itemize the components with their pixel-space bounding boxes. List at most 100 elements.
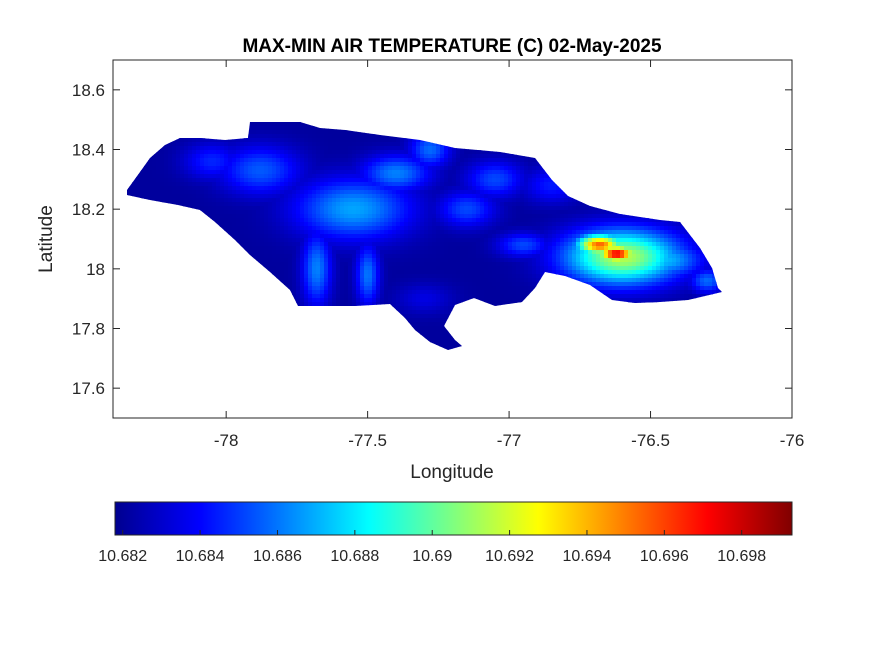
heatmap-cell <box>296 126 301 131</box>
heatmap-cell <box>332 178 337 183</box>
heatmap-cell <box>580 214 585 219</box>
heatmap-cell <box>228 222 233 227</box>
heatmap-cell <box>536 166 541 171</box>
heatmap-cell <box>380 246 385 251</box>
heatmap-cell <box>632 218 637 223</box>
heatmap-cell <box>368 166 373 171</box>
heatmap-cell <box>424 162 429 167</box>
heatmap-cell <box>416 222 421 227</box>
heatmap-cell <box>280 246 285 251</box>
heatmap-cell <box>436 190 441 195</box>
heatmap-cell <box>168 190 173 195</box>
heatmap-cell <box>552 202 557 207</box>
heatmap-cell <box>456 234 461 239</box>
heatmap-cell <box>360 230 365 235</box>
heatmap-cell <box>296 198 301 203</box>
heatmap-cell <box>488 198 493 203</box>
heatmap-cell <box>536 186 541 191</box>
heatmap-cell <box>460 234 465 239</box>
heatmap-cell <box>404 222 409 227</box>
heatmap-cell <box>656 226 661 231</box>
heatmap-cell <box>648 230 653 235</box>
heatmap-cell <box>444 170 449 175</box>
heatmap-cell <box>504 202 509 207</box>
heatmap-cell <box>444 146 449 151</box>
heatmap-cell <box>260 134 265 139</box>
heatmap-cell <box>372 154 377 159</box>
heatmap-cell <box>264 246 269 251</box>
heatmap-cell <box>236 238 241 243</box>
heatmap-cell <box>360 178 365 183</box>
heatmap-cell <box>412 170 417 175</box>
heatmap-cell <box>332 162 337 167</box>
heatmap-cell <box>508 218 513 223</box>
heatmap-cell <box>220 226 225 231</box>
heatmap-cell <box>324 154 329 159</box>
heatmap-cell <box>484 150 489 155</box>
heatmap-cell <box>276 174 281 179</box>
heatmap-cell <box>652 222 657 227</box>
heatmap-cell <box>420 158 425 163</box>
heatmap-cell <box>364 242 369 247</box>
heatmap-cell <box>264 146 269 151</box>
heatmap-cell <box>176 198 181 203</box>
heatmap-cell <box>308 126 313 131</box>
heatmap-cell <box>456 194 461 199</box>
heatmap-cell <box>348 242 353 247</box>
heatmap-cell <box>268 154 273 159</box>
heatmap-cell <box>508 230 513 235</box>
heatmap-cell <box>408 190 413 195</box>
heatmap-cell <box>264 226 269 231</box>
heatmap-cell <box>436 142 441 147</box>
heatmap-cell <box>348 134 353 139</box>
heatmap-cell <box>688 242 693 247</box>
heatmap-cell <box>324 198 329 203</box>
heatmap-cell <box>420 162 425 167</box>
heatmap-cell <box>536 190 541 195</box>
heatmap-cell <box>348 226 353 231</box>
heatmap-cell <box>308 138 313 143</box>
heatmap-cell <box>328 234 333 239</box>
heatmap-cell <box>540 206 545 211</box>
heatmap-cell <box>496 194 501 199</box>
heatmap-cell <box>372 234 377 239</box>
heatmap-cell <box>512 218 517 223</box>
heatmap-cell <box>624 222 629 227</box>
heatmap-cell <box>220 194 225 199</box>
heatmap-cell <box>472 230 477 235</box>
heatmap-cell <box>340 214 345 219</box>
heatmap-cell <box>520 154 525 159</box>
heatmap-cell <box>564 218 569 223</box>
heatmap-cell <box>560 194 565 199</box>
heatmap-cell <box>592 242 597 247</box>
heatmap-cell <box>312 214 317 219</box>
heatmap-cell <box>556 222 561 227</box>
heatmap-cell <box>432 142 437 147</box>
heatmap-cell <box>572 210 577 215</box>
heatmap-cell <box>520 198 525 203</box>
heatmap-cell <box>200 154 205 159</box>
heatmap-cell <box>508 166 513 171</box>
heatmap-cell <box>524 182 529 187</box>
heatmap-cell <box>416 226 421 231</box>
heatmap-cell <box>284 202 289 207</box>
heatmap-cell <box>404 150 409 155</box>
heatmap-cell <box>188 174 193 179</box>
heatmap-cell <box>188 182 193 187</box>
heatmap-cell <box>240 198 245 203</box>
heatmap-cell <box>288 198 293 203</box>
heatmap-cell <box>308 230 313 235</box>
heatmap-cell <box>344 182 349 187</box>
heatmap-cell <box>572 234 577 239</box>
heatmap-cell <box>444 162 449 167</box>
heatmap-cell <box>592 246 597 251</box>
heatmap-cell <box>212 158 217 163</box>
heatmap-cell <box>408 174 413 179</box>
heatmap-cell <box>324 230 329 235</box>
heatmap-cell <box>268 150 273 155</box>
heatmap-cell <box>260 130 265 135</box>
heatmap-cell <box>228 202 233 207</box>
heatmap-cell <box>452 206 457 211</box>
heatmap-cell <box>368 158 373 163</box>
heatmap-cell <box>344 138 349 143</box>
